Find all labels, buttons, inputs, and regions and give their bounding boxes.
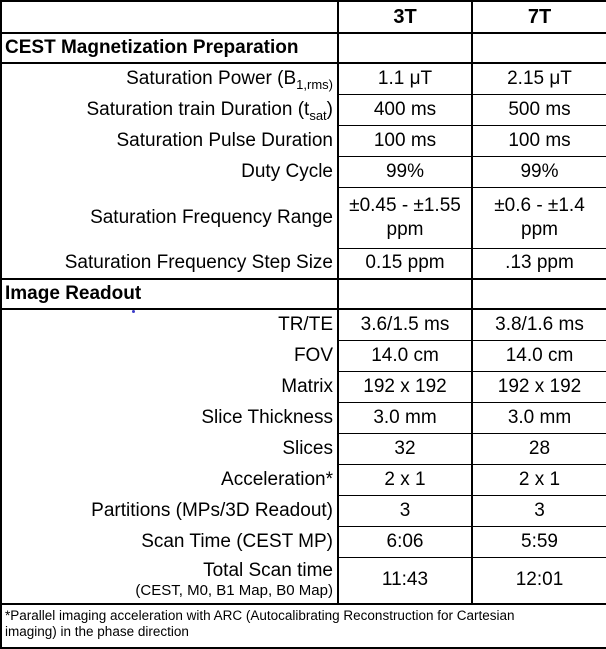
header-row: 3T 7T: [1, 1, 606, 34]
row-duty-cycle: Duty Cycle 99% 99%: [1, 155, 606, 187]
label-text: Saturation Power (B: [126, 68, 297, 90]
value-7t-fov: 14.0 cm: [471, 339, 606, 371]
section-title-cest-magnetization-preparation: CEST Magnetization Preparation: [1, 32, 338, 64]
value-7t-saturation-train-duration: 500 ms: [471, 93, 606, 125]
value-3t-slices: 32: [337, 432, 472, 464]
row-label-fov: FOV: [293, 344, 333, 366]
value-7t-matrix: 192 x 192: [471, 370, 606, 402]
section-empty-cell-3t: [337, 32, 472, 64]
row-slice-thickness: Slice Thickness 3.0 mm 3.0 mm: [1, 401, 606, 433]
footnote-line-2: imaging) in the phase direction: [5, 623, 189, 639]
value-7t-acceleration: 2 x 1: [471, 463, 606, 495]
value-7t-saturation-frequency-step-size: .13 ppm: [471, 247, 606, 279]
row-saturation-frequency-range: Saturation Frequency Range ±0.45 - ±1.55…: [1, 186, 606, 248]
row-acceleration: Acceleration* 2 x 1 2 x 1: [1, 463, 606, 495]
row-saturation-frequency-step-size: Saturation Frequency Step Size 0.15 ppm …: [1, 247, 606, 279]
label-subscript: sat: [309, 107, 327, 123]
row-label-duty-cycle: Duty Cycle: [241, 160, 333, 182]
row-saturation-train-duration: Saturation train Duration (tsat) 400 ms …: [1, 93, 606, 125]
value-3t-saturation-power: 1.1 μT: [337, 62, 472, 94]
row-label-saturation-frequency-step-size: Saturation Frequency Step Size: [64, 252, 333, 274]
row-label-saturation-train-duration: Saturation train Duration (tsat): [1, 94, 338, 125]
value-3t-saturation-pulse-duration: 100 ms: [337, 124, 472, 156]
value-3t-saturation-frequency-range: ±0.45 - ±1.55 ppm: [337, 186, 472, 248]
column-header-3t: 3T: [337, 1, 472, 34]
row-saturation-pulse-duration: Saturation Pulse Duration 100 ms 100 ms: [1, 124, 606, 156]
label-text: Saturation train Duration (t: [86, 98, 310, 120]
row-slices: Slices 32 28: [1, 432, 606, 464]
row-scan-time: Scan Time (CEST MP) 6:06 5:59: [1, 525, 606, 557]
value-7t-slice-thickness: 3.0 mm: [471, 401, 606, 433]
value-7t-saturation-frequency-range: ±0.6 - ±1.4 ppm: [471, 186, 606, 248]
label-text: ): [326, 98, 333, 120]
value-3t-partitions: 3: [337, 494, 472, 526]
value-7t-total-scan-time: 12:01: [471, 556, 606, 604]
label-subtext: (CEST, M0, B1 Map, B0 Map): [135, 582, 333, 599]
value-3t-fov: 14.0 cm: [337, 339, 472, 371]
value-7t-tr-te: 3.8/1.6 ms: [471, 308, 606, 340]
row-label-saturation-pulse-duration: Saturation Pulse Duration: [116, 129, 333, 151]
value-3t-tr-te: 3.6/1.5 ms: [337, 308, 472, 340]
section-row-cest-magnetization-preparation: CEST Magnetization Preparation: [1, 32, 606, 64]
label-subscript: 1,rms): [296, 76, 333, 92]
row-label-scan-time: Scan Time (CEST MP): [141, 530, 333, 552]
value-7t-scan-time: 5:59: [471, 525, 606, 557]
row-label-partitions: Partitions (MPs/3D Readout): [91, 499, 333, 521]
value-3t-matrix: 192 x 192: [337, 370, 472, 402]
corner-cell: [1, 1, 338, 34]
row-label-saturation-frequency-range: Saturation Frequency Range: [90, 206, 333, 228]
footnote-line-1: *Parallel imaging acceleration with ARC …: [5, 608, 515, 623]
value-3t-total-scan-time: 11:43: [337, 556, 472, 604]
value-3t-duty-cycle: 99%: [337, 155, 472, 187]
section-empty-cell-3t: [337, 278, 472, 310]
value-7t-saturation-power: 2.15 μT: [471, 62, 606, 94]
footnote-row: *Parallel imaging acceleration with ARC …: [1, 603, 606, 648]
value-7t-saturation-pulse-duration: 100 ms: [471, 124, 606, 156]
row-label-slice-thickness: Slice Thickness: [201, 406, 333, 428]
value-3t-saturation-frequency-step-size: 0.15 ppm: [337, 247, 472, 279]
value-7t-duty-cycle: 99%: [471, 155, 606, 187]
row-label-tr-te: TR/TE: [278, 314, 333, 336]
value-3t-scan-time: 6:06: [337, 525, 472, 557]
row-saturation-power: Saturation Power (B1,rms) 1.1 μT 2.15 μT: [1, 62, 606, 94]
row-fov: FOV 14.0 cm 14.0 cm: [1, 339, 606, 371]
value-7t-slices: 28: [471, 432, 606, 464]
stray-ink-dot-artifact: [132, 310, 135, 313]
row-partitions: Partitions (MPs/3D Readout) 3 3: [1, 494, 606, 526]
row-label-matrix: Matrix: [281, 375, 333, 397]
row-total-scan-time: Total Scan time (CEST, M0, B1 Map, B0 Ma…: [1, 556, 606, 604]
row-label-slices: Slices: [282, 437, 333, 459]
section-empty-cell-7t: [471, 278, 606, 310]
column-header-7t: 7T: [471, 1, 606, 34]
row-label-acceleration: Acceleration*: [221, 468, 333, 490]
value-7t-partitions: 3: [471, 494, 606, 526]
section-empty-cell-7t: [471, 32, 606, 64]
row-label-total-scan-time: Total Scan time (CEST, M0, B1 Map, B0 Ma…: [1, 557, 338, 604]
section-row-image-readout: Image Readout: [1, 278, 606, 310]
label-text: Total Scan time: [203, 560, 333, 582]
section-title-image-readout: Image Readout: [1, 278, 338, 310]
row-matrix: Matrix 192 x 192 192 x 192: [1, 370, 606, 402]
row-tr-te: TR/TE 3.6/1.5 ms 3.8/1.6 ms: [1, 308, 606, 340]
footnote: *Parallel imaging acceleration with ARC …: [1, 603, 606, 648]
row-label-saturation-power: Saturation Power (B1,rms): [1, 63, 338, 94]
value-3t-acceleration: 2 x 1: [337, 463, 472, 495]
value-3t-saturation-train-duration: 400 ms: [337, 93, 472, 125]
value-3t-slice-thickness: 3.0 mm: [337, 401, 472, 433]
